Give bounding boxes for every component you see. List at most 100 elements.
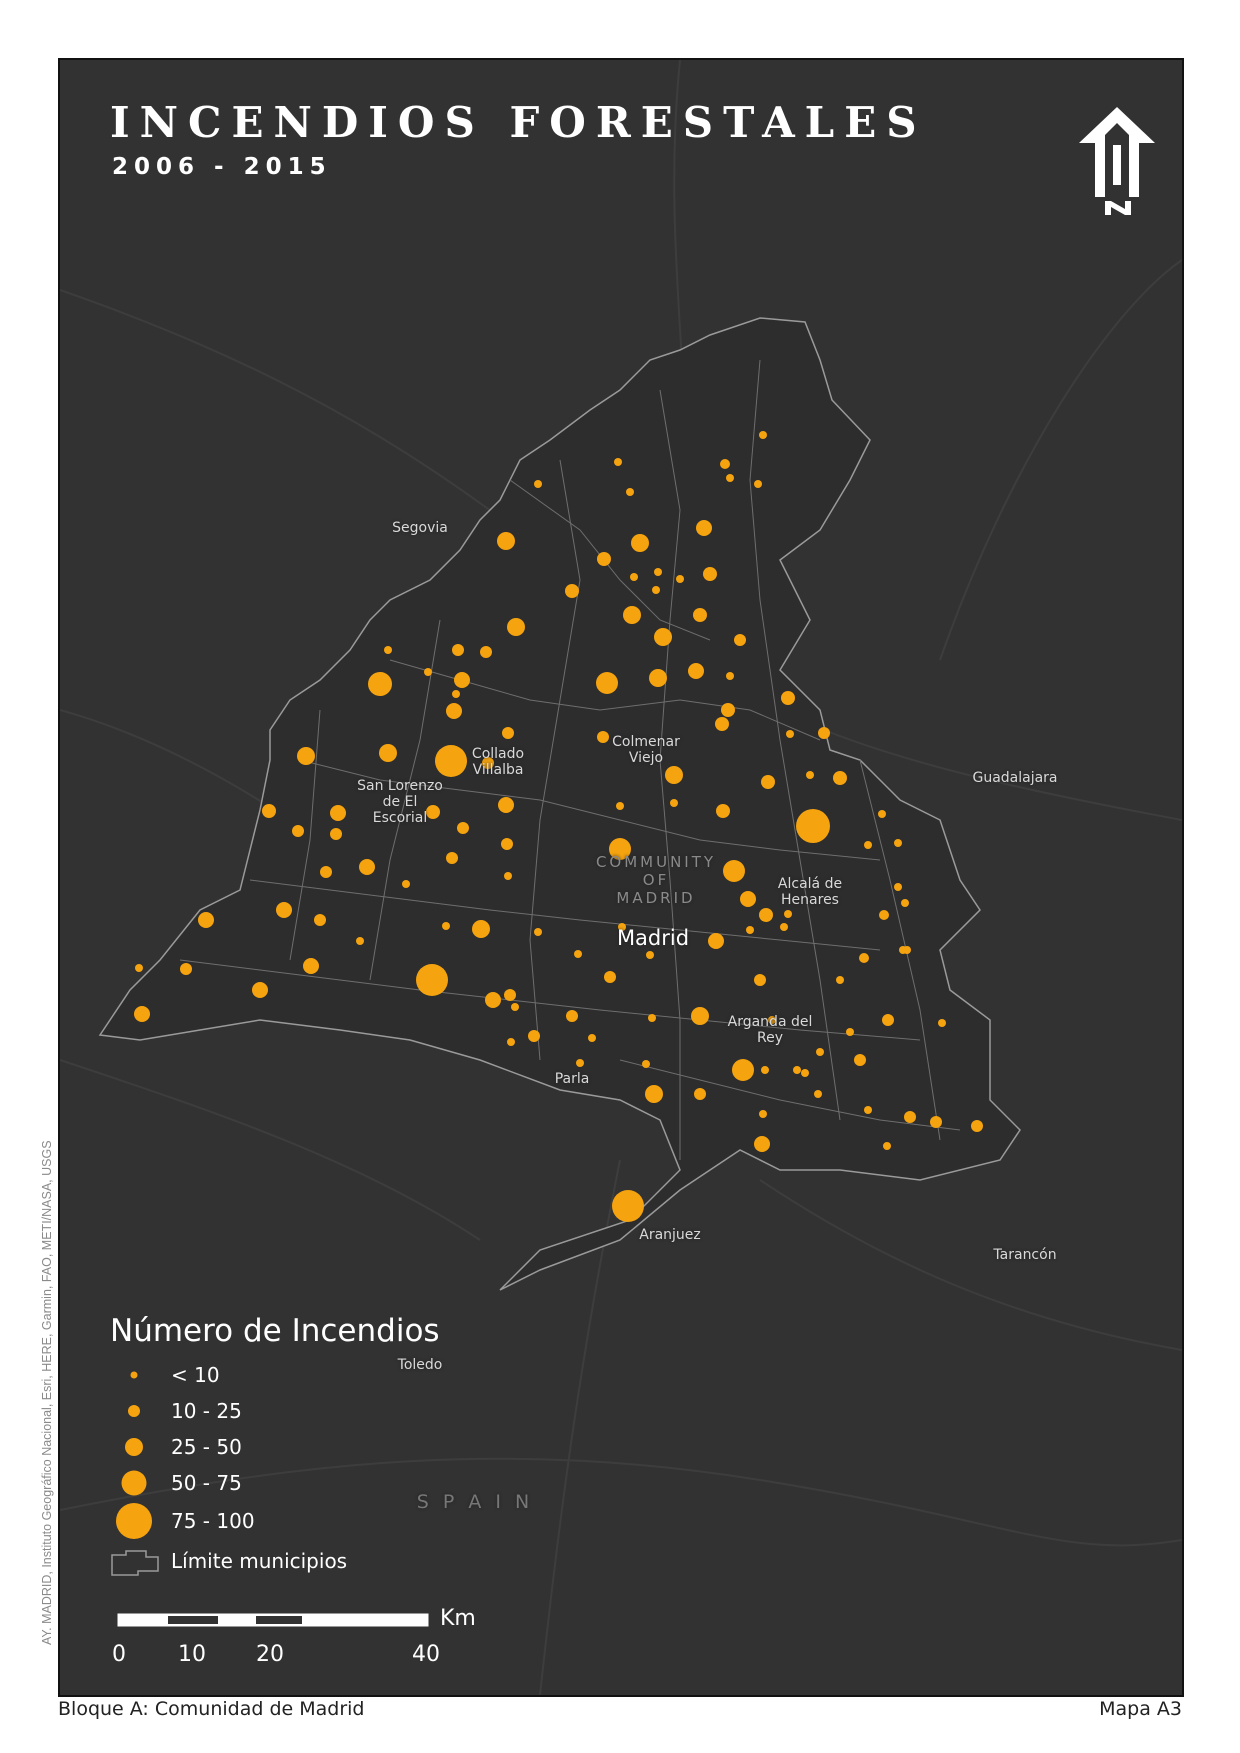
fire-point [623, 606, 641, 624]
fire-point [864, 1106, 872, 1114]
fire-point [442, 922, 450, 930]
fire-point [631, 534, 649, 552]
fire-point [262, 804, 276, 818]
fire-point [435, 745, 467, 777]
fire-point [368, 672, 392, 696]
fire-point [596, 672, 618, 694]
fire-point [901, 899, 909, 907]
fire-point [597, 731, 609, 743]
fire-point [576, 1059, 584, 1067]
fire-point [501, 838, 513, 850]
fire-point [454, 672, 470, 688]
scale-unit: Km [440, 1606, 476, 1631]
place-label-madrid: Madrid [616, 926, 690, 950]
fire-point [452, 690, 460, 698]
fire-point [938, 1019, 946, 1027]
fire-point [784, 910, 792, 918]
legend-class-5: 75 - 100 [110, 1503, 440, 1543]
fire-point [134, 1006, 150, 1022]
fire-point [894, 839, 902, 847]
fire-point [676, 575, 684, 583]
legend-label: 25 - 50 [171, 1435, 242, 1459]
fire-point [198, 912, 214, 928]
fire-point [879, 910, 889, 920]
fire-point [715, 717, 729, 731]
fire-point [588, 1034, 596, 1042]
fire-points [134, 431, 983, 1222]
fire-point [642, 1060, 650, 1068]
fire-point [426, 805, 440, 819]
fire-point [754, 480, 762, 488]
fire-point [726, 672, 734, 680]
fire-point [816, 1048, 824, 1056]
place-label-guadalajara: Guadalajara [972, 770, 1058, 786]
legend-class-3: 25 - 50 [110, 1429, 440, 1465]
fire-point [723, 860, 745, 882]
fire-point [930, 1116, 942, 1128]
fire-point [330, 805, 346, 821]
fire-point [252, 982, 268, 998]
fire-point [507, 1038, 515, 1046]
fire-point [511, 1003, 519, 1011]
fire-point [801, 1069, 809, 1077]
fire-point [836, 976, 844, 984]
fire-point [618, 923, 626, 931]
fire-point [565, 584, 579, 598]
footer-left: Bloque A: Comunidad de Madrid [58, 1698, 365, 1720]
fire-point [534, 480, 542, 488]
fire-point [507, 618, 525, 636]
fire-point [761, 775, 775, 789]
fire-point [703, 567, 717, 581]
fire-point [446, 703, 462, 719]
scale-tick-40: 40 [412, 1642, 440, 1667]
fire-point [528, 1030, 540, 1042]
community-boundary [98, 317, 1021, 1291]
fire-point [904, 1111, 916, 1123]
place-label-sanlorenzo: San Lorenzo de El Escorial [357, 778, 443, 826]
place-label-segovia: Segovia [392, 520, 448, 536]
scale-bar-graphic [117, 1613, 429, 1627]
fire-point [882, 1014, 894, 1026]
fire-point [616, 802, 624, 810]
legend-label: Límite municipios [171, 1549, 348, 1573]
legend-title: Número de Incendios [110, 1313, 440, 1349]
fire-point [833, 771, 847, 785]
attribution: AY. MADRID, Instituto Geográfico Naciona… [40, 1140, 54, 1645]
scale-tick-20: 20 [256, 1642, 284, 1667]
fire-point [806, 771, 814, 779]
fire-point [708, 933, 724, 949]
map-canvas [60, 60, 1182, 1695]
scale-tick-0: 0 [112, 1642, 126, 1667]
legend-symbol [130, 1371, 138, 1379]
fire-point [297, 747, 315, 765]
fire-point [688, 663, 704, 679]
fire-point [864, 841, 872, 849]
fire-point [971, 1120, 983, 1132]
fire-point [759, 1110, 767, 1118]
fire-point [330, 828, 342, 840]
fire-point [814, 1090, 822, 1098]
fire-point [626, 488, 634, 496]
fire-point [320, 866, 332, 878]
legend: Número de Incendios < 10 10 - 25 25 - 50… [110, 1313, 440, 1579]
fire-point [504, 989, 516, 1001]
map-subtitle: 2006 - 2015 [112, 154, 332, 180]
fire-point [276, 902, 292, 918]
fire-point [781, 691, 795, 705]
fire-point [759, 431, 767, 439]
fire-point [859, 953, 869, 963]
fire-point [740, 891, 756, 907]
fire-point [359, 859, 375, 875]
fire-point [746, 926, 754, 934]
fire-point [652, 586, 660, 594]
fire-point [630, 573, 638, 581]
scale-tick-10: 10 [178, 1642, 206, 1667]
fire-point [696, 520, 712, 536]
fire-point [654, 568, 662, 576]
legend-symbol [128, 1405, 140, 1417]
fire-point [416, 964, 448, 996]
map-frame: INCENDIOS FORESTALES 2006 - 2015 Segovia… [58, 58, 1184, 1697]
fire-point [314, 914, 326, 926]
fire-point [654, 628, 672, 646]
legend-symbol [121, 1470, 147, 1496]
